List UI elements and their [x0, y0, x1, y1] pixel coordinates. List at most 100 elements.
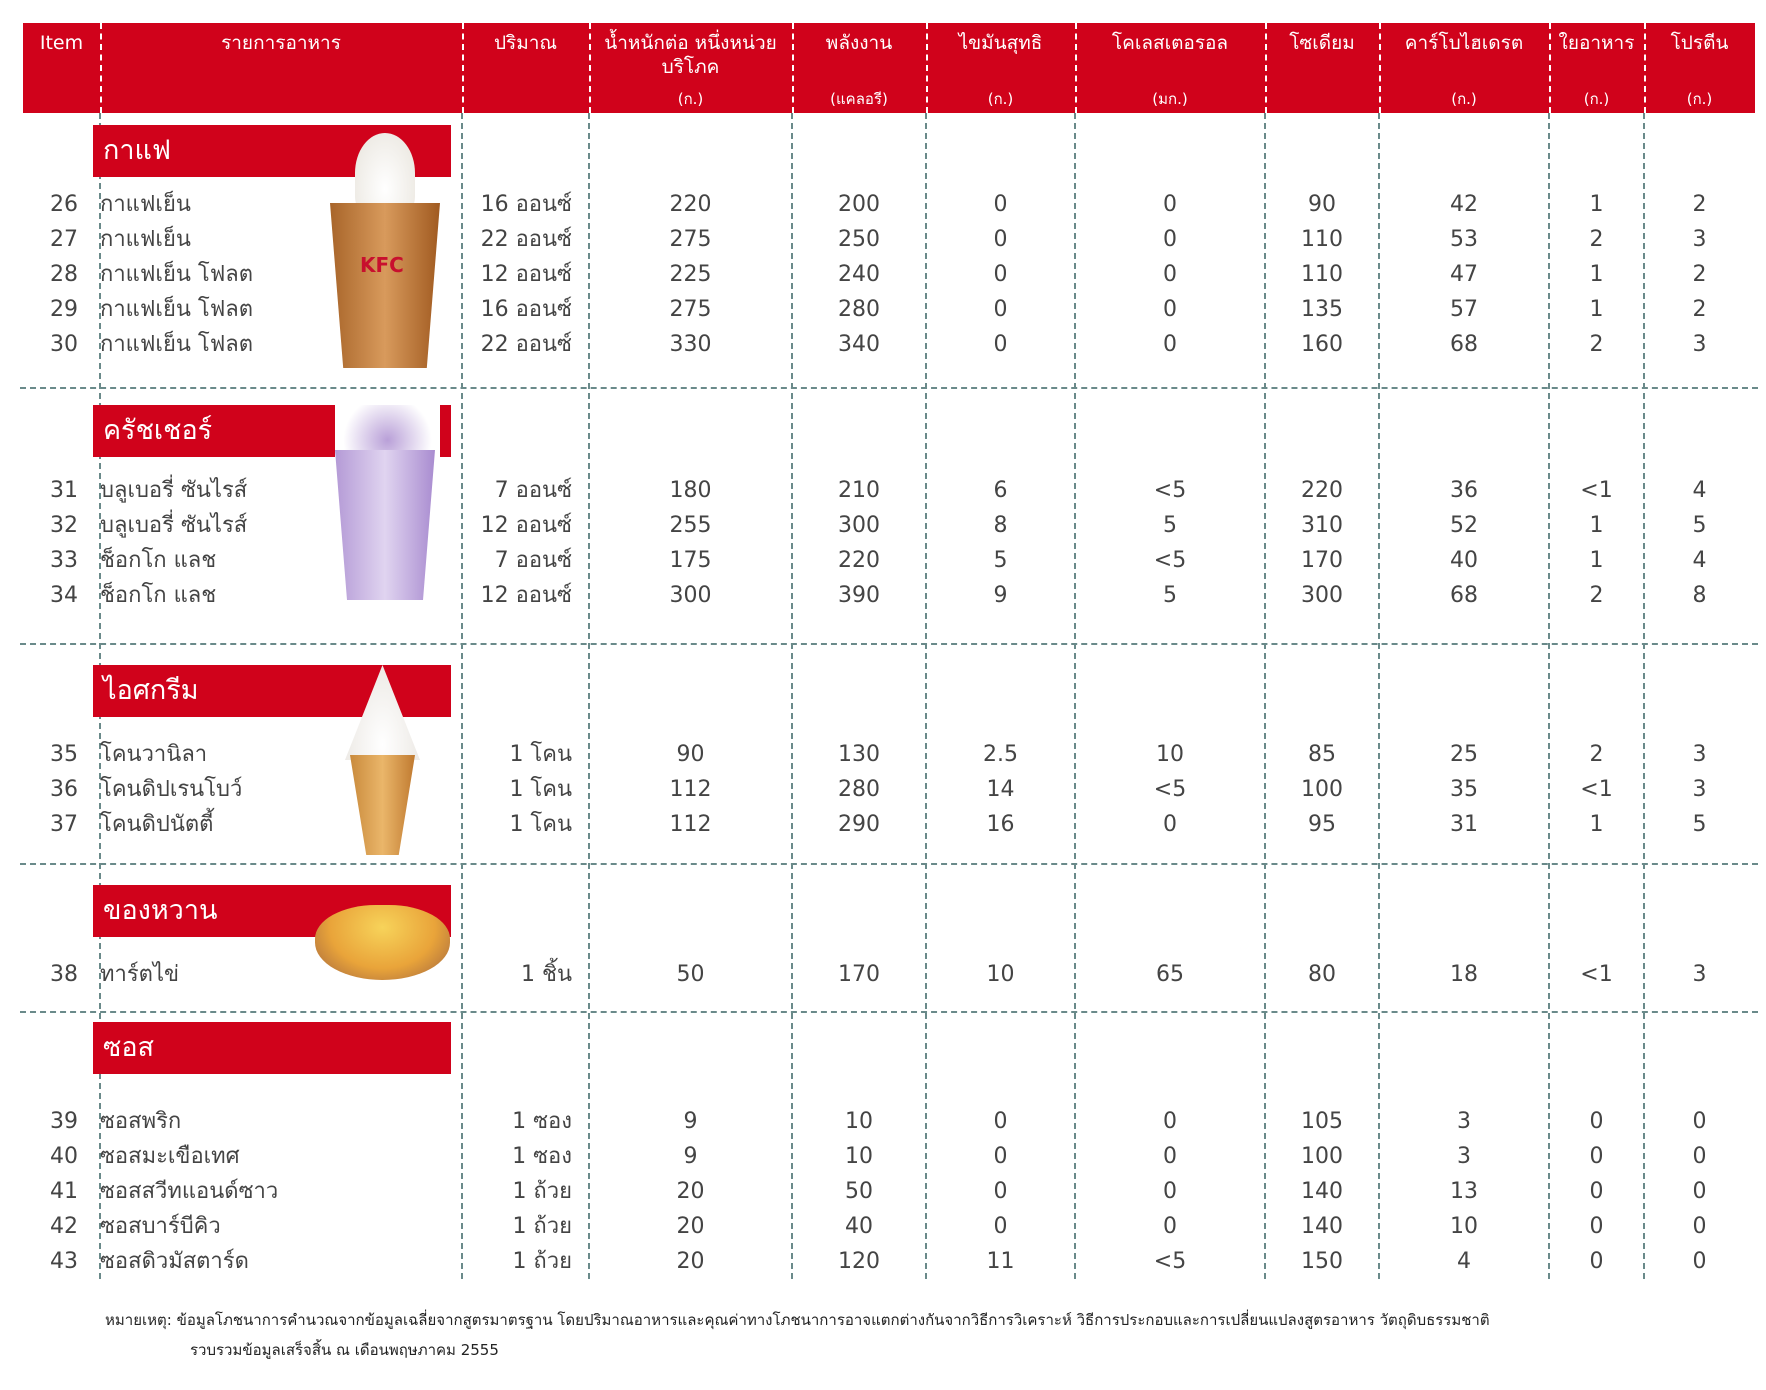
nutrient-value: 100 — [1301, 1144, 1343, 1169]
item-number: 26 — [50, 192, 78, 217]
column-divider — [1074, 113, 1076, 1279]
nutrient-value: 50 — [676, 962, 705, 987]
column-unit: (ก.) — [1686, 90, 1713, 108]
table-row: 33 ช็อกโก แลช 7 ออนซ์ 175 220 5 <5 170 40 1 4 — [0, 543, 1766, 578]
item-number: 38 — [50, 962, 78, 987]
nutrient-value: 68 — [1450, 332, 1478, 357]
nutrient-value: 3 — [1457, 1109, 1471, 1134]
column-title: รายการอาหาร — [221, 32, 341, 54]
nutrient-value: 9 — [993, 583, 1008, 608]
nutrient-value: 100 — [1301, 777, 1343, 802]
kfc-iced-coffee-float-image: KFC — [330, 133, 440, 373]
nutrient-value: 0 — [1589, 1214, 1604, 1239]
nutrient-value: 20 — [676, 1179, 705, 1204]
header-divider — [1379, 23, 1381, 113]
nutrient-value: 280 — [838, 297, 880, 322]
nutrient-value: 20 — [676, 1214, 705, 1239]
item-name: กาแฟเย็น โฟลต — [100, 262, 254, 287]
nutrient-value: 0 — [993, 1179, 1008, 1204]
nutrient-value: 140 — [1301, 1214, 1343, 1239]
item-number: 42 — [50, 1214, 78, 1239]
nutrient-value: 4 — [1692, 548, 1707, 573]
nutrient-value: 10 — [1450, 1214, 1478, 1239]
nutrient-value: 0 — [1163, 227, 1177, 252]
item-number: 43 — [50, 1249, 78, 1274]
nutrient-value: 5 — [1692, 812, 1707, 837]
nutrient-value: 1 — [1589, 513, 1604, 538]
item-number: 27 — [50, 227, 78, 252]
nutrient-value: 140 — [1301, 1179, 1343, 1204]
nutrient-value: 0 — [993, 227, 1008, 252]
nutrient-value: 2.5 — [983, 742, 1018, 767]
nutrient-value: 255 — [669, 513, 712, 538]
nutrient-value: 10 — [845, 1144, 873, 1169]
nutrient-value: 1 — [1589, 297, 1604, 322]
nutrient-value: 110 — [1301, 262, 1343, 287]
egg-tart-image — [315, 895, 450, 985]
item-name: โคนดิปเรนโบว์ — [100, 777, 243, 802]
column-unit: (มก.) — [1152, 90, 1188, 108]
nutrient-value: 0 — [1163, 1179, 1177, 1204]
table-row: 31 บลูเบอรี่ ซันไรส์ 7 ออนซ์ 180 210 6 <5 220 36… — [0, 473, 1766, 508]
item-number: 39 — [50, 1109, 78, 1134]
table-row: 32 บลูเบอรี่ ซันไรส์ 12 ออนซ์ 255 300 8 5 310 52… — [0, 508, 1766, 543]
item-number: 30 — [50, 332, 78, 357]
nutrient-value: 225 — [669, 262, 712, 287]
nutrient-value: 280 — [838, 777, 880, 802]
nutrient-value: 3 — [1692, 962, 1707, 987]
item-quantity: 1 โคน — [509, 777, 572, 802]
header-divider — [100, 23, 102, 113]
nutrient-value: 130 — [838, 742, 880, 767]
column-title: คาร์โบไฮเดรต — [1404, 32, 1524, 54]
nutrient-value: 1 — [1589, 548, 1604, 573]
nutrient-value: 2 — [1589, 742, 1604, 767]
nutrient-value: 240 — [838, 262, 880, 287]
nutrient-value: 250 — [838, 227, 880, 252]
column-header: โคเลสเตอรอล (มก.) — [1075, 23, 1265, 113]
column-divider — [461, 113, 463, 1279]
item-quantity: 1 ชิ้น — [521, 962, 572, 987]
column-divider — [1264, 113, 1266, 1279]
nutrient-value: <1 — [1580, 777, 1613, 802]
nutrient-value: 47 — [1450, 262, 1478, 287]
nutrient-value: <5 — [1153, 478, 1187, 503]
nutrient-value: 11 — [986, 1249, 1015, 1274]
item-quantity: 7 ออนซ์ — [494, 478, 572, 503]
nutrient-value: 170 — [1301, 548, 1343, 573]
item-name: ซอสสวีทแอนด์ซาว — [100, 1179, 279, 1204]
nutrient-value: 0 — [1589, 1144, 1604, 1169]
header-divider — [1549, 23, 1551, 113]
nutrient-value: 9 — [683, 1144, 698, 1169]
item-name: ซอสบาร์บีคิว — [100, 1214, 221, 1239]
item-number: 31 — [50, 478, 78, 503]
nutrient-value: 220 — [1301, 478, 1343, 503]
nutrient-value: 150 — [1301, 1249, 1343, 1274]
table-row: 36 โคนดิปเรนโบว์ 1 โคน 112 280 14 <5 100 35 <1 3 — [0, 772, 1766, 807]
nutrient-value: 0 — [1692, 1214, 1707, 1239]
nutrient-value: 0 — [993, 332, 1008, 357]
nutrient-value: 1 — [1589, 812, 1604, 837]
item-quantity: 1 โคน — [509, 812, 572, 837]
nutrient-value: 0 — [1692, 1249, 1707, 1274]
nutrient-value: 220 — [838, 548, 880, 573]
table-row: 34 ช็อกโก แลช 12 ออนซ์ 300 390 9 5 300 68 2 8 — [0, 578, 1766, 613]
item-number: 37 — [50, 812, 78, 837]
column-divider — [1643, 113, 1645, 1279]
item-name: กาแฟเย็น — [100, 192, 191, 217]
nutrient-value: 4 — [1692, 478, 1707, 503]
section-divider — [20, 643, 1758, 645]
nutrient-value: 220 — [669, 192, 712, 217]
nutrient-value: 57 — [1450, 297, 1478, 322]
nutrient-value: 53 — [1450, 227, 1478, 252]
nutrient-value: 0 — [1692, 1179, 1707, 1204]
table-row: 30 กาแฟเย็น โฟลต 22 ออนซ์ 330 340 0 0 160 68 2 3 — [0, 327, 1766, 362]
nutrient-value: 8 — [993, 513, 1008, 538]
nutrient-value: 2 — [1692, 297, 1707, 322]
nutrient-value: 0 — [993, 1109, 1008, 1134]
nutrient-value: 31 — [1450, 812, 1478, 837]
nutrient-value: 6 — [993, 478, 1008, 503]
column-unit: (แคลอรี) — [830, 90, 888, 108]
nutrient-value: 36 — [1450, 478, 1478, 503]
nutrient-value: 14 — [986, 777, 1015, 802]
item-quantity: 16 ออนซ์ — [480, 297, 572, 322]
